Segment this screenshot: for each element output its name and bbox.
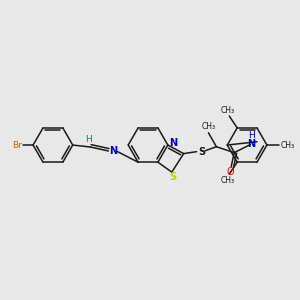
Text: N: N bbox=[109, 146, 117, 156]
Text: H: H bbox=[85, 135, 92, 144]
Text: N: N bbox=[169, 138, 177, 148]
Text: S: S bbox=[169, 172, 176, 182]
Text: CH₃: CH₃ bbox=[201, 122, 215, 131]
Text: S: S bbox=[198, 147, 205, 157]
Text: O: O bbox=[226, 167, 234, 178]
Text: Br: Br bbox=[12, 140, 22, 149]
Text: N: N bbox=[247, 139, 255, 149]
Text: CH₃: CH₃ bbox=[220, 176, 234, 184]
Text: CH₃: CH₃ bbox=[220, 106, 234, 115]
Text: H: H bbox=[248, 131, 254, 140]
Text: CH₃: CH₃ bbox=[281, 140, 295, 149]
